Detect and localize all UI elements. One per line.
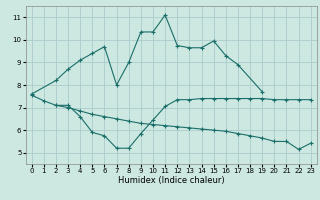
X-axis label: Humidex (Indice chaleur): Humidex (Indice chaleur) xyxy=(118,176,225,185)
